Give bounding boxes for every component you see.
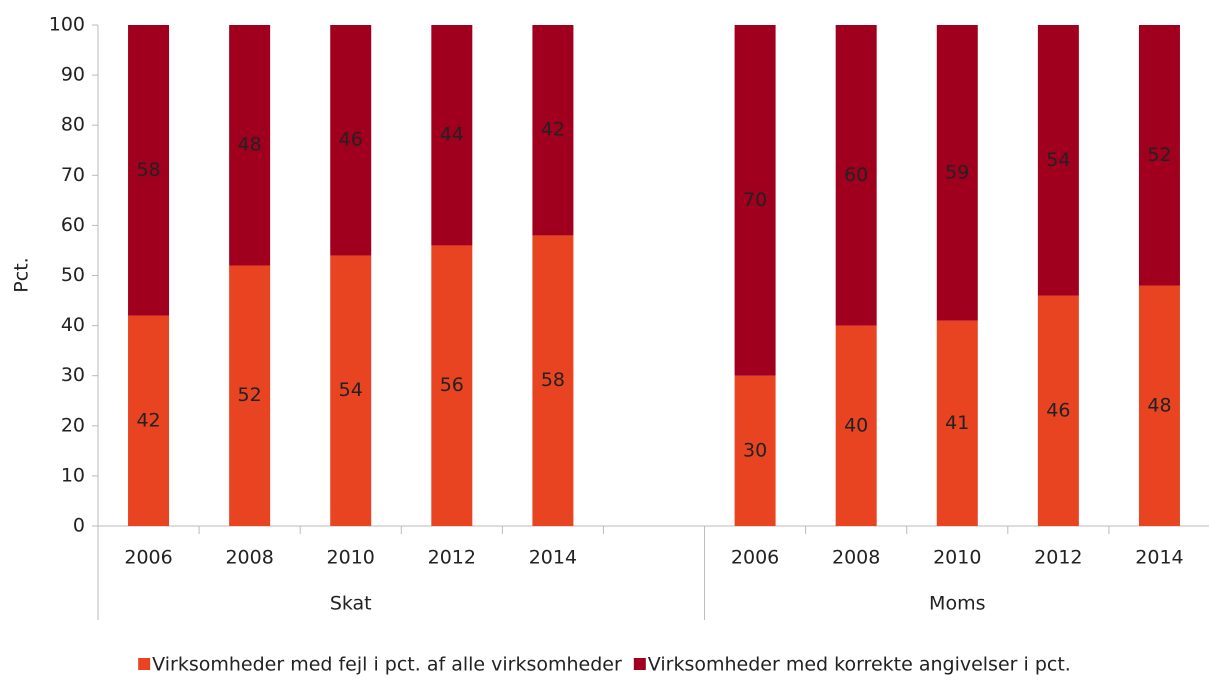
data-label: 46 xyxy=(1046,399,1070,421)
x-tick-label: 2010 xyxy=(933,547,981,569)
bar-segment xyxy=(532,25,574,236)
data-label: 46 xyxy=(339,129,363,151)
y-tick-label: 0 xyxy=(73,515,85,537)
group-label: Moms xyxy=(929,593,985,615)
y-tick-label: 10 xyxy=(61,464,85,486)
y-tick-label: 20 xyxy=(61,414,85,436)
legend-swatch xyxy=(633,658,646,670)
data-label: 60 xyxy=(844,164,868,186)
data-label: 30 xyxy=(743,439,767,461)
bar-segment xyxy=(431,25,473,246)
bar-segment xyxy=(229,25,271,266)
x-tick-label: 2014 xyxy=(1135,547,1183,569)
x-tick-label: 2010 xyxy=(327,547,375,569)
x-tick-label: 2006 xyxy=(731,547,779,569)
y-axis-label: Pct. xyxy=(11,257,33,292)
bar-segment xyxy=(936,320,978,526)
bar-segment xyxy=(835,325,877,526)
data-label: 56 xyxy=(440,374,464,396)
x-tick-label: 2008 xyxy=(832,547,880,569)
data-label: 42 xyxy=(541,119,565,141)
data-label: 58 xyxy=(136,159,160,181)
x-tick-label: 2012 xyxy=(1034,547,1082,569)
legend-label: Virksomheder med fejl i pct. af alle vir… xyxy=(152,654,622,676)
bar-segment xyxy=(330,25,372,256)
bar-segment xyxy=(734,375,776,526)
legend-swatch xyxy=(138,658,151,670)
y-tick-label: 80 xyxy=(61,114,85,136)
data-label: 42 xyxy=(136,409,160,431)
bar-segment xyxy=(1037,295,1079,526)
data-label: 70 xyxy=(743,189,767,211)
bar-segment xyxy=(128,25,170,316)
y-tick-label: 70 xyxy=(61,164,85,186)
bar-segment xyxy=(532,235,574,527)
data-label: 59 xyxy=(945,161,969,183)
bar-segment xyxy=(936,25,978,321)
x-tick-label: 2012 xyxy=(428,547,476,569)
bar-segment xyxy=(835,25,877,326)
y-tick-label: 100 xyxy=(49,14,85,36)
x-tick-label: 2008 xyxy=(225,547,273,569)
data-label: 48 xyxy=(1147,394,1171,416)
data-label: 41 xyxy=(945,412,969,434)
data-label: 54 xyxy=(339,379,363,401)
legend-label: Virksomheder med korrekte angivelser i p… xyxy=(648,654,1071,676)
bar-segment xyxy=(330,255,372,526)
bar-segment xyxy=(229,265,271,526)
bar-segment xyxy=(128,315,170,526)
y-tick-label: 90 xyxy=(61,64,85,86)
y-tick-label: 50 xyxy=(61,264,85,286)
data-label: 54 xyxy=(1046,149,1070,171)
data-label: 52 xyxy=(238,384,262,406)
y-tick-label: 30 xyxy=(61,364,85,386)
data-label: 44 xyxy=(440,124,464,146)
data-label: 58 xyxy=(541,369,565,391)
data-label: 52 xyxy=(1147,144,1171,166)
x-tick-label: 2014 xyxy=(529,547,577,569)
bar-segment xyxy=(1138,25,1180,286)
bar-segment xyxy=(1037,25,1079,296)
y-tick-label: 60 xyxy=(61,214,85,236)
group-label: Skat xyxy=(330,593,372,615)
x-tick-label: 2006 xyxy=(124,547,172,569)
bar-segment xyxy=(431,245,473,526)
bar-segment xyxy=(734,25,776,376)
data-label: 40 xyxy=(844,414,868,436)
y-tick-label: 40 xyxy=(61,314,85,336)
data-label: 48 xyxy=(238,134,262,156)
bar-segment xyxy=(1138,285,1180,526)
